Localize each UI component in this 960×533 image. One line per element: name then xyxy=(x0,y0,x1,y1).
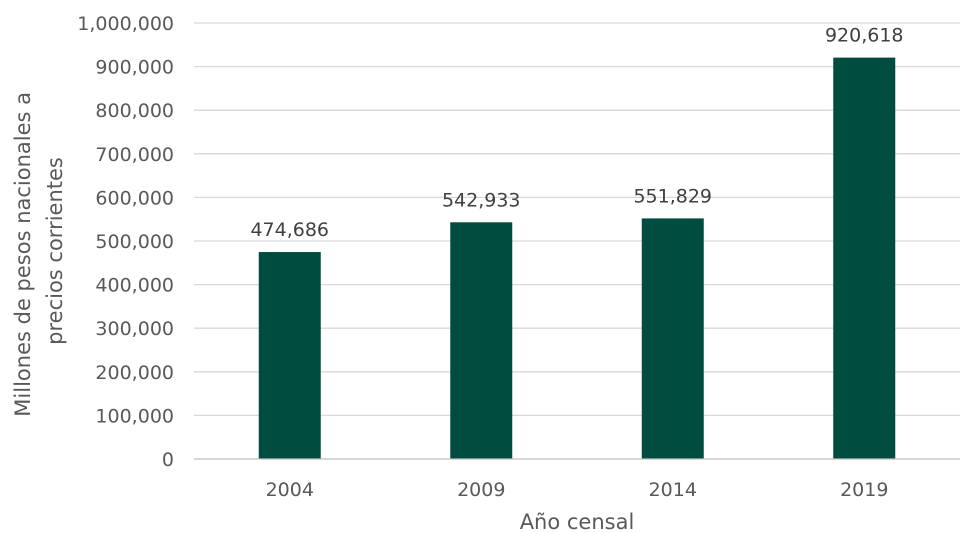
y-tick-label: 0 xyxy=(162,449,174,471)
y-axis-title: Millones de pesos nacionales a precios c… xyxy=(11,85,67,416)
bars xyxy=(258,57,896,459)
bar xyxy=(641,218,704,459)
y-tick-label: 500,000 xyxy=(95,231,174,253)
data-label: 474,686 xyxy=(250,219,329,241)
bar xyxy=(833,57,896,459)
y-tick-label: 300,000 xyxy=(95,318,174,340)
y-tick-label: 600,000 xyxy=(95,187,174,209)
data-label: 920,618 xyxy=(825,25,904,47)
x-tick-label: 2004 xyxy=(266,479,314,501)
grid-lines xyxy=(194,22,960,417)
x-tick-label: 2009 xyxy=(457,479,505,501)
y-tick-label: 400,000 xyxy=(95,275,174,297)
x-tick-labels: 2004 2009 2014 2019 xyxy=(266,479,889,501)
bar xyxy=(258,252,321,459)
y-tick-label: 900,000 xyxy=(95,57,174,79)
y-tick-label: 100,000 xyxy=(95,405,174,427)
y-axis-title-line-2: precios corrientes xyxy=(43,157,67,345)
y-tick-label: 1,000,000 xyxy=(77,13,174,35)
data-label: 542,933 xyxy=(442,189,521,211)
x-axis-title: Año censal xyxy=(520,510,635,533)
y-tick-label: 800,000 xyxy=(95,100,174,122)
data-label: 551,829 xyxy=(633,185,712,207)
bar xyxy=(450,222,513,459)
data-labels: 474,686 542,933 551,829 920,618 xyxy=(250,25,903,241)
x-tick-label: 2014 xyxy=(649,479,697,501)
x-tick-label: 2019 xyxy=(840,479,888,501)
y-tick-label: 700,000 xyxy=(95,144,174,166)
y-tick-labels: 0 100,000 200,000 300,000 400,000 500,000 600,… xyxy=(77,13,174,471)
y-tick-label: 200,000 xyxy=(95,362,174,384)
y-axis-title-line-1: Millones de pesos nacionales a xyxy=(11,92,35,417)
